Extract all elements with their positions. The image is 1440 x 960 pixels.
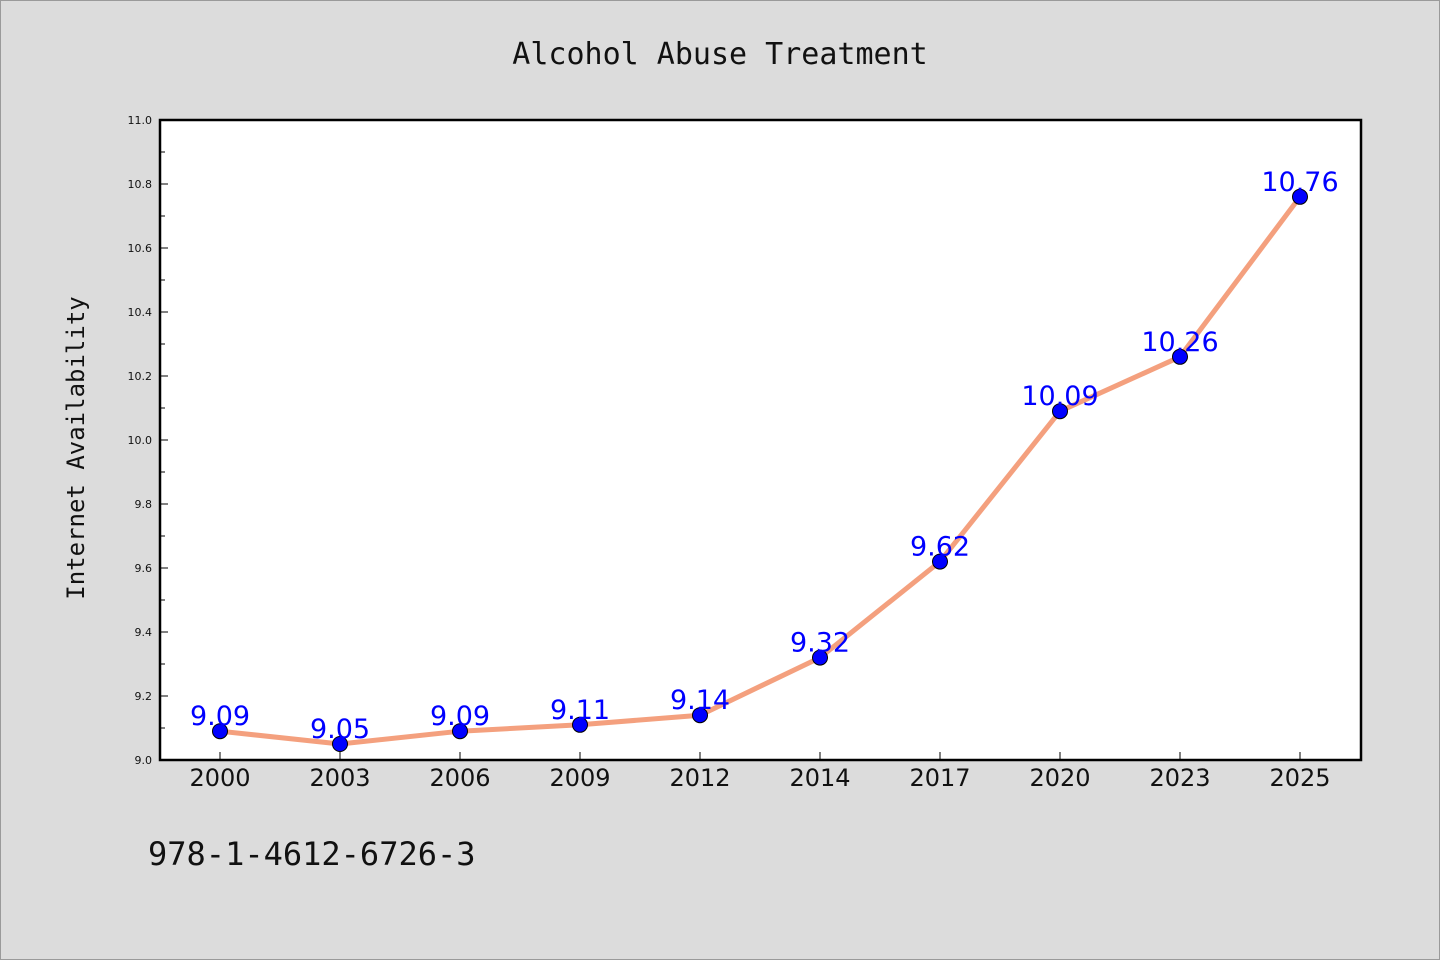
y-tick-label: 9.8	[135, 498, 153, 511]
x-tick-label: 2023	[1149, 764, 1210, 792]
data-point	[692, 707, 708, 724]
x-axis: 2000 2003 2006 2009 2012 2014 2017 2020 2023 2025	[189, 752, 1331, 792]
data-point	[332, 736, 348, 752]
y-tick-label: 9.6	[135, 562, 153, 575]
data-label: 9.09	[190, 701, 250, 732]
y-tick-label: 11.0	[128, 114, 153, 127]
x-tick-label: 2012	[669, 764, 730, 792]
data-label: 9.11	[550, 695, 610, 726]
data-point	[932, 553, 948, 570]
y-tick-label: 10.2	[128, 370, 153, 383]
data-label: 9.62	[910, 532, 970, 563]
y-tick-label: 10.4	[128, 306, 153, 319]
data-labels: 9.09 9.05 9.09 9.11 9.14 9.32 9.62 10.09 10.26 10…	[190, 167, 1339, 745]
x-tick-label: 2025	[1269, 764, 1330, 792]
y-axis-label: Internet Availability	[62, 296, 90, 599]
series-line	[212, 188, 1308, 752]
y-axis: 9.0 9.2 9.4 9.6 9.8 10.0 10.2 10.4 10.6 10.8 11.0	[128, 114, 168, 767]
data-point	[1292, 188, 1308, 205]
data-point	[212, 723, 228, 740]
chart-title: Alcohol Abuse Treatment	[512, 37, 927, 72]
data-label: 9.09	[430, 701, 490, 732]
x-tick-label: 2000	[189, 764, 250, 792]
y-tick-label: 10.8	[128, 178, 153, 191]
y-tick-label: 9.4	[135, 626, 153, 639]
data-label: 10.26	[1141, 327, 1218, 358]
data-point	[572, 716, 588, 733]
x-tick-label: 2017	[909, 764, 970, 792]
y-tick-label: 9.2	[135, 690, 153, 703]
y-tick-label: 10.0	[128, 434, 153, 447]
data-label: 10.09	[1021, 381, 1098, 412]
data-label: 10.76	[1261, 167, 1338, 198]
data-label: 9.32	[790, 628, 850, 659]
data-label: 9.14	[670, 685, 730, 716]
data-point	[1172, 348, 1188, 365]
x-tick-label: 2006	[429, 764, 490, 792]
x-tick-label: 2003	[309, 764, 370, 792]
data-point	[452, 723, 468, 740]
data-point	[1052, 403, 1068, 420]
series-line-path	[219, 195, 1302, 747]
data-point	[812, 649, 828, 666]
plot-area	[158, 118, 1363, 762]
y-tick-label: 10.6	[128, 242, 153, 255]
x-tick-label: 2009	[549, 764, 610, 792]
y-tick-label: 9.0	[135, 754, 153, 767]
data-label: 9.05	[310, 714, 370, 745]
isbn-footer: 978-1-4612-6726-3	[148, 835, 476, 873]
x-tick-label: 2020	[1029, 764, 1090, 792]
x-tick-label: 2014	[789, 764, 850, 792]
